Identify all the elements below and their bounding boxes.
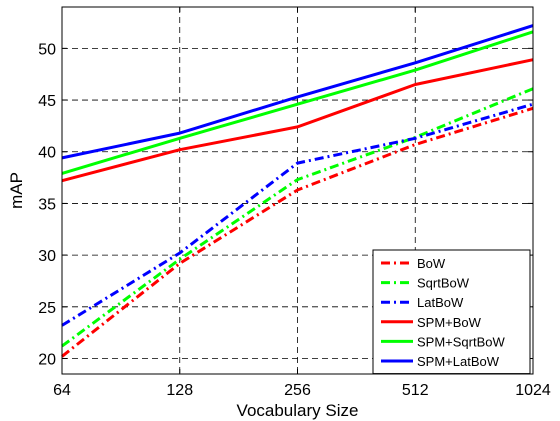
- legend-label: SPM+LatBoW: [417, 354, 500, 369]
- y-tick-label: 45: [38, 93, 56, 110]
- y-tick-label: 30: [38, 248, 56, 265]
- y-axis-title: mAP: [7, 172, 26, 209]
- y-tick-labels: 20 25 30 35 40 45 50: [38, 41, 56, 368]
- legend-label: BoW: [417, 256, 446, 271]
- x-tick-labels: 64 128 256 512 1024: [53, 382, 551, 399]
- series-line-sqrtbow: [61, 87, 534, 348]
- legend: BoW SqrtBoW LatBoW SPM+BoW SPM+SqrtBoW SPM+La…: [372, 249, 531, 375]
- series-lines: [61, 24, 534, 358]
- series-line-latbow: [61, 102, 534, 327]
- series-line-spm-latbow: [61, 24, 534, 160]
- legend-box: [372, 249, 531, 375]
- y-tick-label: 25: [38, 300, 56, 317]
- x-tick-label: 128: [166, 382, 193, 399]
- legend-label: LatBoW: [417, 295, 464, 310]
- series-line-spm-bow: [61, 58, 534, 183]
- x-tick-label: 512: [402, 382, 429, 399]
- y-tick-label: 20: [38, 351, 56, 368]
- x-tick-label: 1024: [515, 382, 551, 399]
- series-line-bow: [61, 106, 534, 358]
- series-line-spm-sqrtbow: [61, 30, 534, 175]
- x-tick-label: 64: [53, 382, 71, 399]
- x-axis-title: Vocabulary Size: [237, 401, 359, 420]
- legend-label: SPM+SqrtBoW: [417, 334, 506, 349]
- y-tick-label: 40: [38, 145, 56, 162]
- x-tick-label: 256: [284, 382, 311, 399]
- y-tick-label: 50: [38, 41, 56, 58]
- legend-label: SqrtBoW: [417, 276, 470, 291]
- y-tick-label: 35: [38, 196, 56, 213]
- legend-label: SPM+BoW: [417, 315, 482, 330]
